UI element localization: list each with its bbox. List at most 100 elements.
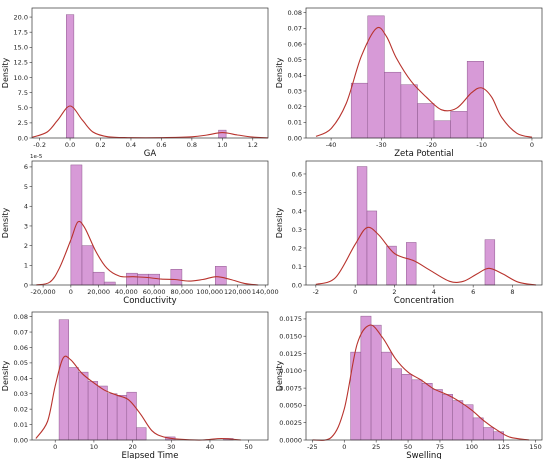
kde-curve: [315, 226, 537, 286]
y-tick-label: 0.6: [292, 170, 302, 178]
x-tick-label: 0.8: [187, 141, 197, 149]
histogram-bar-0: [350, 82, 369, 139]
histogram-bar-2: [384, 71, 402, 139]
x-tick-label: 75: [436, 443, 444, 451]
x-tick-label: 6: [471, 288, 475, 296]
y-tick-label: 4: [24, 203, 28, 211]
y-tick-label: 0.0: [292, 281, 302, 289]
x-tick-label: 0.6: [156, 141, 166, 149]
x-tick-label: 0: [53, 443, 57, 451]
x-tick-label: -10: [476, 141, 487, 149]
x-axis-label: Zeta Potential: [394, 149, 454, 159]
y-axis-label: Density: [1, 208, 10, 239]
y-axis-label: Density: [275, 58, 284, 89]
histogram-bar-3: [400, 84, 418, 139]
histogram-bar-0: [58, 319, 70, 441]
histogram-bar-2: [78, 371, 89, 441]
histogram-bar-2: [370, 324, 382, 441]
x-tick-label: -20: [426, 141, 437, 149]
y-tick-label: 0.06: [14, 344, 28, 352]
y-tick-label: 0.5: [292, 189, 302, 197]
x-tick-label: 140,000: [252, 288, 279, 296]
y-tick-label: 0.0150: [279, 333, 302, 341]
kde-curve: [36, 220, 259, 286]
x-axis-label: GA: [144, 149, 157, 159]
panel-ga: -0.2 0.0 0.2 0.4 0.6 0.8 1.0 1.2 0.0 2.5 5.0 7.5 10.…: [1, 7, 269, 159]
y-tick-label: 20.0: [14, 13, 28, 21]
x-tick-label: 0.4: [126, 141, 136, 149]
histogram-bar-1: [366, 210, 378, 286]
histogram-bar-9: [442, 394, 453, 441]
x-tick-label: 0.0: [65, 141, 75, 149]
kde-curve: [312, 324, 530, 441]
axis-offset-exponent: 1e-5: [30, 154, 43, 160]
x-tick-label: 20,000: [87, 288, 110, 296]
y-tick-label: 6: [24, 163, 28, 171]
histogram-bar-3: [87, 381, 99, 441]
x-tick-label: 0: [69, 288, 73, 296]
axes-frame: [305, 7, 543, 139]
x-tick-label: -40: [326, 141, 337, 149]
x-tick-label: 80,000: [171, 288, 194, 296]
y-tick-label: 2: [24, 242, 28, 250]
x-tick-label: -0.2: [33, 141, 46, 149]
x-tick-label: -30: [376, 141, 387, 149]
x-tick-label: -25: [307, 443, 318, 451]
y-tick-label: 1: [24, 262, 28, 270]
y-tick-label: 0.03: [288, 87, 302, 95]
y-tick-label: 10.0: [14, 74, 28, 82]
x-axis-label: Elapsed Time: [122, 451, 179, 459]
x-tick-label: 40: [206, 443, 214, 451]
histogram-bar-10: [452, 400, 464, 441]
y-tick-label: 12.5: [14, 59, 28, 67]
x-tick-label: 1.0: [217, 141, 227, 149]
y-axis-label: Density: [1, 58, 10, 89]
y-tick-label: 0.0000: [279, 436, 302, 444]
histogram-bar-1: [218, 129, 227, 139]
x-tick-label: 60,000: [143, 288, 166, 296]
y-tick-label: 0.04: [288, 72, 302, 80]
y-tick-label: 2.5: [18, 119, 28, 127]
histogram-bar-12: [472, 417, 484, 441]
y-tick-label: 0.05: [288, 56, 302, 64]
x-tick-label: -20,000: [31, 288, 56, 296]
histogram-bar-8: [432, 389, 443, 441]
axes-frame: [31, 311, 269, 441]
y-tick-label: 0.1: [292, 263, 302, 271]
histogram-bar-13: [483, 427, 494, 441]
histogram-bar-0: [356, 166, 368, 286]
x-tick-label: 25: [372, 443, 380, 451]
y-axis-label: Density: [1, 361, 10, 392]
x-tick-label: -2: [313, 288, 319, 296]
y-tick-label: 0.0075: [279, 384, 302, 392]
y-tick-label: 0.07: [288, 25, 302, 33]
x-tick-label: 125: [498, 443, 510, 451]
y-tick-label: 0.02: [288, 103, 302, 111]
x-tick-label: 0.2: [95, 141, 105, 149]
x-tick-label: 8: [510, 288, 514, 296]
histogram-bar-1: [81, 245, 94, 286]
y-tick-label: 0.08: [288, 9, 302, 17]
histogram-bar-13: [484, 239, 496, 286]
histogram-bar-4: [97, 385, 108, 441]
histogram-bar-7: [466, 61, 485, 139]
x-tick-label: 30: [167, 443, 175, 451]
x-tick-label: 50: [404, 443, 412, 451]
x-tick-label: 10: [90, 443, 98, 451]
histogram-bar-6: [450, 111, 468, 139]
x-tick-label: 150: [529, 443, 541, 451]
y-axis-label: Density: [275, 208, 284, 239]
histogram-bar-9: [170, 269, 183, 286]
histogram-bar-1: [367, 15, 385, 139]
y-tick-label: 0.0175: [279, 315, 302, 323]
histogram-bar-13: [214, 266, 227, 286]
x-tick-label: 40,000: [115, 288, 138, 296]
y-tick-label: 0.2: [292, 244, 302, 252]
x-axis-label: Conductivity: [123, 296, 176, 306]
x-tick-label: 100,000: [196, 288, 223, 296]
histogram-bar-6: [137, 273, 149, 286]
histogram-bar-3: [386, 245, 397, 286]
y-tick-label: 5: [24, 183, 28, 191]
panel-zeta-potential: -40 -30 -20 -10 0 0.00 0.01 0.02 0.03 0.04 0.05 0.0…: [275, 7, 543, 159]
